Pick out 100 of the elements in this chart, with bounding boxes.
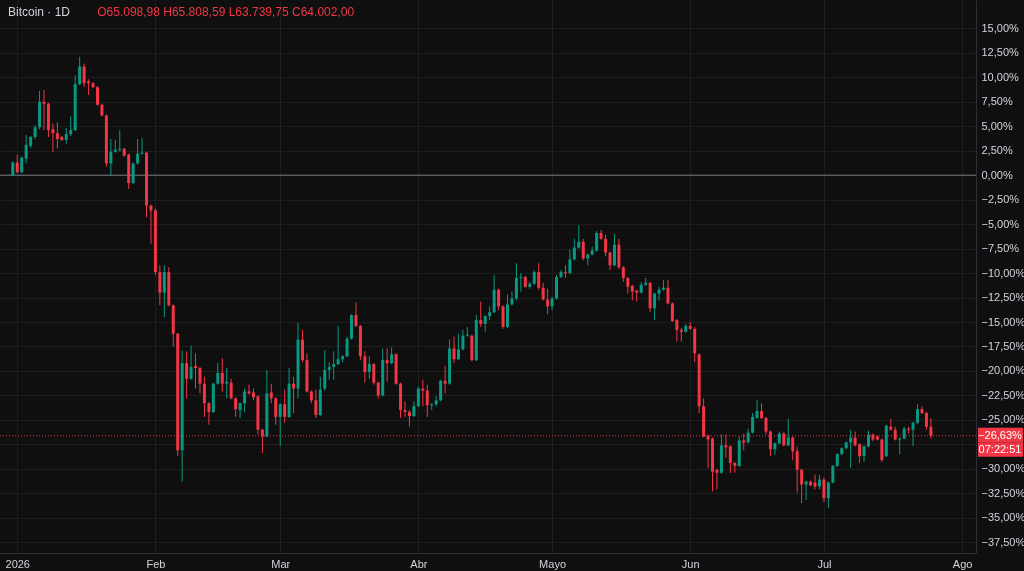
candlestick — [497, 288, 501, 311]
x-tick-label: Jul — [817, 557, 832, 570]
candlestick — [595, 230, 599, 253]
candlestick — [604, 234, 608, 257]
candlestick — [55, 121, 59, 150]
candlestick — [492, 274, 496, 314]
candlestick — [225, 367, 229, 399]
candlestick — [786, 418, 790, 447]
y-tick-label: −22,50% — [981, 388, 1024, 401]
candlestick — [367, 355, 371, 380]
candlestick — [612, 233, 616, 267]
candlestick — [880, 437, 884, 463]
candlestick — [822, 477, 826, 503]
candlestick — [795, 445, 799, 493]
candlestick — [479, 300, 483, 328]
candlestick — [162, 264, 166, 318]
y-tick-label: −10,00% — [981, 266, 1024, 279]
candlestick — [15, 154, 19, 174]
candlestick — [581, 238, 585, 261]
candlestick — [568, 249, 572, 275]
text: 07:22:51 — [978, 442, 1022, 455]
candlestick — [403, 400, 407, 418]
candlestick — [220, 357, 224, 392]
y-tick-label: −25,00% — [981, 413, 1024, 426]
candlestick — [461, 329, 465, 351]
y-tick-label: −35,00% — [981, 511, 1024, 524]
candlestick — [911, 421, 915, 447]
y-tick-label: 12,50% — [981, 46, 1020, 59]
x-tick-label: Abr — [410, 557, 428, 570]
candlestick — [751, 412, 755, 435]
candlestick — [577, 224, 581, 250]
y-tick-label: 5,00% — [981, 119, 1013, 132]
candlestick — [728, 444, 732, 474]
candlestick — [755, 399, 759, 420]
candlestick — [666, 279, 670, 305]
candlestick — [185, 350, 189, 399]
candlestick — [456, 333, 460, 361]
candlestick — [336, 325, 340, 366]
candlestick — [131, 161, 135, 185]
candlestick — [300, 329, 304, 363]
candlestick — [69, 115, 73, 137]
candlestick — [194, 352, 198, 390]
candlestick — [78, 56, 82, 86]
candlestick — [118, 129, 122, 153]
candlestick — [385, 347, 389, 383]
candlestick — [416, 386, 420, 408]
candlestick — [207, 401, 211, 426]
y-tick-label: −17,50% — [981, 339, 1024, 352]
candlestick — [278, 402, 282, 447]
candlestick — [773, 441, 777, 456]
candlestick — [189, 345, 193, 381]
candlestick — [363, 350, 367, 384]
y-tick-label: −20,00% — [981, 364, 1024, 377]
candlestick — [617, 238, 621, 270]
y-tick-label: 15,00% — [981, 21, 1020, 34]
candlestick — [238, 401, 242, 419]
candlestick — [555, 274, 559, 300]
candlestick — [95, 85, 99, 107]
candlestick — [920, 405, 924, 415]
chart-title: Bitcoin · 1D — [8, 5, 71, 19]
candlestick — [202, 376, 206, 418]
candlestick — [800, 468, 804, 504]
x-tick-label: Mar — [271, 557, 291, 570]
candlestick — [158, 264, 162, 306]
candlestick — [109, 138, 113, 176]
candlestick — [421, 379, 425, 407]
candlestick — [831, 464, 835, 485]
candlestick — [514, 262, 518, 301]
y-tick-label: −12,50% — [981, 291, 1024, 304]
candlestick — [82, 63, 86, 88]
y-tick-label: 0,00% — [981, 168, 1013, 181]
candlestick — [140, 137, 144, 156]
candlestick — [501, 304, 505, 330]
candlestick — [323, 349, 327, 392]
x-tick-label: Mayo — [539, 557, 567, 570]
candlestick — [314, 389, 318, 419]
y-tick-label: 10,00% — [981, 70, 1020, 83]
y-tick-label: −15,00% — [981, 315, 1024, 328]
candlestick — [826, 481, 830, 509]
candlestick — [653, 292, 657, 321]
candlestick — [269, 383, 273, 404]
candlestick — [537, 262, 541, 291]
candlestick — [354, 301, 358, 328]
candlestick — [563, 264, 567, 279]
candlestick — [506, 294, 509, 329]
y-tick-label: −30,00% — [981, 462, 1024, 475]
candlestick — [372, 362, 376, 386]
candlestick — [198, 366, 202, 394]
candlestick — [345, 336, 349, 358]
candlestick — [234, 396, 238, 418]
candlestick — [657, 286, 661, 301]
y-tick-label: 2,50% — [981, 144, 1013, 157]
candlestick — [439, 379, 443, 402]
candlestick — [452, 336, 456, 364]
candlestick — [350, 313, 354, 341]
candlestick — [24, 134, 28, 164]
candlestick — [858, 442, 862, 464]
candlestick — [465, 326, 469, 338]
candlestick — [572, 238, 576, 261]
candlestick — [443, 365, 447, 394]
